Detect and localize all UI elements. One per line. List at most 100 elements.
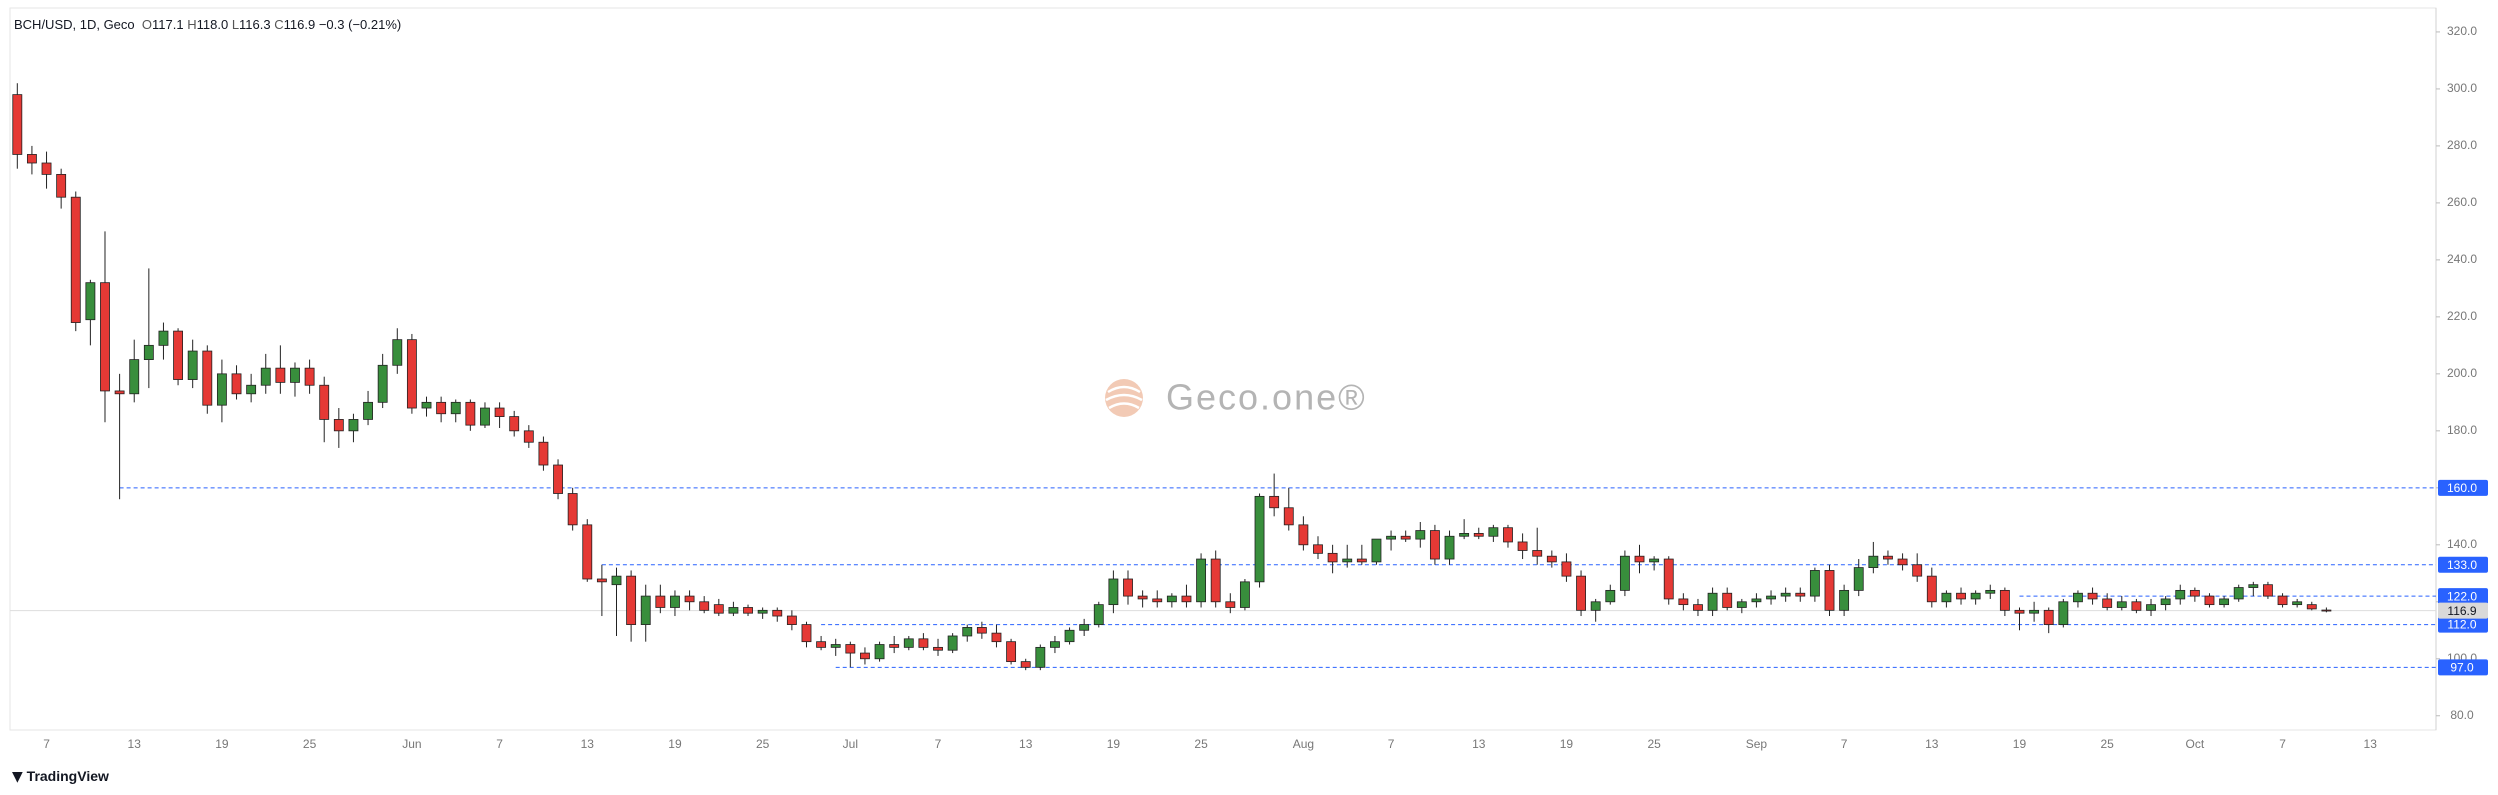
candle-body (1152, 598, 1163, 603)
candle-body (1386, 535, 1396, 540)
candle-body (1795, 592, 1806, 597)
y-tick-label: 240.0 (2447, 252, 2477, 266)
x-tick-label: 13 (1472, 737, 1486, 751)
candle-body (2014, 609, 2025, 614)
candle-body (465, 401, 476, 426)
candle-body (1546, 555, 1557, 563)
level-label-bg (2438, 556, 2488, 573)
candle-body (1459, 533, 1470, 537)
low-value: 116.3 (239, 17, 271, 32)
candle-body (1590, 601, 1601, 611)
x-tick-label: 19 (1107, 737, 1121, 751)
candle-body (1883, 555, 1893, 560)
candle-body (903, 638, 914, 648)
candle-body (450, 401, 461, 415)
x-tick-label: Oct (2186, 737, 2205, 751)
candle-body (874, 644, 885, 660)
candle-body (1035, 646, 1046, 668)
candle-body (100, 282, 110, 392)
candle-body (684, 595, 695, 603)
y-tick-label: 280.0 (2447, 138, 2477, 152)
candle-body (319, 384, 330, 420)
candle-body (1956, 592, 1966, 600)
candle-body (2277, 595, 2288, 606)
candle-body (1123, 578, 1133, 597)
candle-body (1342, 558, 1353, 563)
candle-body (143, 344, 154, 360)
candles (12, 83, 2332, 671)
candle-body (1444, 535, 1455, 560)
candle-body (1108, 578, 1119, 606)
candle-body (1020, 661, 1031, 668)
level-label-bg (2438, 588, 2488, 605)
candle-body (2189, 589, 2200, 597)
candle-body (1006, 641, 1017, 663)
candle-body (538, 441, 549, 466)
candle-body (246, 384, 257, 395)
candle-body (1693, 604, 1703, 611)
candle-body (2321, 609, 2332, 612)
candle-body (1488, 527, 1499, 537)
x-tick-label: 7 (2279, 737, 2286, 751)
candle-body (406, 339, 417, 409)
candle-body (2175, 589, 2186, 600)
y-tick-label: 80.0 (2450, 708, 2474, 722)
candle-body (12, 94, 23, 155)
candle-body (962, 627, 973, 637)
last-price-label: 116.9 (2447, 604, 2476, 618)
candle-body (655, 595, 666, 608)
candle-body (1722, 592, 1733, 608)
candle-body (1985, 589, 1996, 594)
candle-body (2087, 592, 2098, 600)
candle-body (1824, 570, 1835, 611)
plot-border (9, 7, 2437, 731)
open-value: 117.1 (152, 17, 184, 32)
candle-body (480, 407, 490, 426)
candle-body (260, 367, 271, 386)
candle-body (1503, 527, 1513, 543)
candle-body (553, 464, 563, 494)
legend-header: BCH/USD, 1D, Geco O117.1 H118.0 L116.3 C… (14, 17, 401, 32)
candle-body (1196, 558, 1207, 603)
x-tick-label: 13 (1019, 737, 1033, 751)
y-tick-label: 140.0 (2447, 537, 2477, 551)
candle-body (2116, 601, 2127, 608)
candle-body (363, 401, 373, 420)
candle-body (1283, 507, 1294, 526)
candle-body (129, 359, 140, 395)
candle-body (1166, 595, 1177, 603)
candle-body (1780, 592, 1791, 597)
candle-body (275, 367, 286, 383)
candle-body (860, 652, 870, 660)
candle-body (158, 330, 169, 346)
footer-brand: ▼ TradingView (12, 768, 109, 785)
candle-body (801, 624, 812, 643)
candle-body (2160, 598, 2171, 606)
candle-body (2073, 592, 2083, 603)
y-tick-label: 180.0 (2447, 423, 2477, 437)
level-label-bg (2438, 479, 2488, 496)
candle-body (1298, 524, 1309, 546)
candle-body (1473, 533, 1484, 537)
candle-body (1634, 555, 1645, 563)
x-tick-label: 25 (2100, 737, 2114, 751)
footer-text: TradingView (26, 768, 109, 784)
candle-body (290, 367, 300, 383)
candle-body (2043, 609, 2054, 625)
level-label: 112.0 (2447, 618, 2476, 632)
candle-body (1619, 555, 1630, 591)
candle-body (114, 390, 125, 395)
candle-body (392, 339, 403, 366)
x-tick-label: Jun (402, 737, 421, 751)
candle-body (187, 350, 198, 380)
x-tick-label: 7 (1841, 737, 1848, 751)
candle-body (1225, 601, 1236, 608)
candle-body (889, 644, 900, 648)
symbol: BCH/USD, 1D, Geco (14, 17, 135, 32)
candle-body (1313, 544, 1323, 554)
candle-body (216, 373, 227, 406)
candle-body (41, 162, 52, 175)
low-label: L (231, 17, 240, 32)
candle-body (743, 607, 753, 614)
level-label: 133.0 (2447, 558, 2477, 572)
